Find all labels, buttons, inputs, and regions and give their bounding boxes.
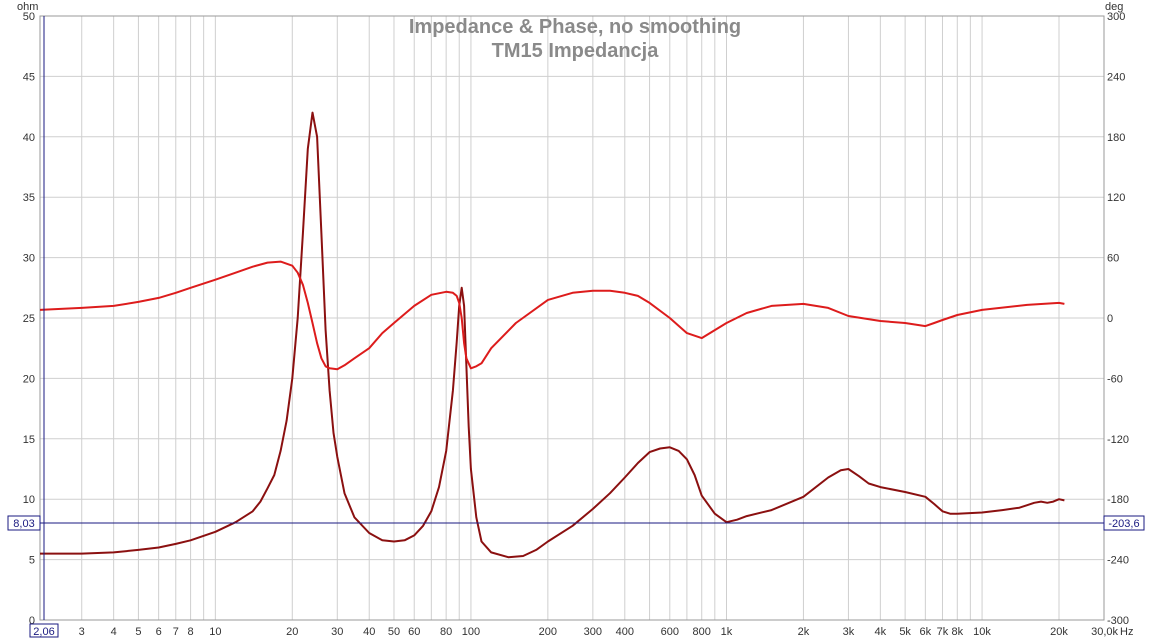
x-unit: Hz bbox=[1120, 626, 1133, 638]
x-tick-label: 4k bbox=[875, 626, 887, 638]
y-right-tick-label: 300 bbox=[1107, 11, 1125, 23]
x-tick-label: 6 bbox=[156, 626, 162, 638]
y-right-tick-label: 60 bbox=[1107, 253, 1119, 265]
tick-labels: 05101520253035404550-300-240-180-120-600… bbox=[23, 11, 1129, 638]
y-left-tick-label: 10 bbox=[23, 494, 35, 506]
x-tick-label: 5 bbox=[135, 626, 141, 638]
x-tick-label: 50 bbox=[388, 626, 400, 638]
x-tick-label: 60 bbox=[408, 626, 420, 638]
x-tick-label: 80 bbox=[440, 626, 452, 638]
y-right-tick-label: 180 bbox=[1107, 132, 1125, 144]
x-tick-label: 30,0k bbox=[1091, 626, 1118, 638]
x-tick-label: 40 bbox=[363, 626, 375, 638]
y-left-tick-label: 50 bbox=[23, 11, 35, 23]
cursor-right-value: -203,6 bbox=[1108, 518, 1139, 530]
y-left-tick-label: 35 bbox=[23, 192, 35, 204]
impedance-line bbox=[40, 111, 1065, 559]
series bbox=[39, 111, 1065, 559]
y-left-tick-label: 45 bbox=[23, 71, 35, 83]
x-tick-label: 2,06 bbox=[33, 626, 54, 638]
y-left-tick-label: 5 bbox=[29, 555, 35, 567]
plot-frame bbox=[39, 15, 1105, 621]
y-right-tick-label: 0 bbox=[1107, 313, 1113, 325]
grid bbox=[40, 16, 1104, 620]
x-tick-label: 2k bbox=[798, 626, 810, 638]
y-right-tick-label: -180 bbox=[1107, 494, 1129, 506]
x-tick-label: 4 bbox=[111, 626, 117, 638]
y-right-unit: deg bbox=[1105, 1, 1123, 13]
y-left-tick-label: 20 bbox=[23, 373, 35, 385]
x-tick-label: 400 bbox=[616, 626, 634, 638]
y-right-tick-label: -60 bbox=[1107, 373, 1123, 385]
x-tick-label: 100 bbox=[462, 626, 480, 638]
cursor-left-value: 8,03 bbox=[13, 518, 34, 530]
x-tick-label: 8 bbox=[188, 626, 194, 638]
x-tick-label: 7 bbox=[173, 626, 179, 638]
x-tick-label: 600 bbox=[661, 626, 679, 638]
x-tick-label: 5k bbox=[899, 626, 911, 638]
x-tick-label: 7k bbox=[937, 626, 949, 638]
x-tick-label: 20k bbox=[1050, 626, 1068, 638]
y-right-tick-label: 240 bbox=[1107, 71, 1125, 83]
chart-subtitle: TM15 Impedancja bbox=[492, 40, 660, 62]
y-right-tick-label: 120 bbox=[1107, 192, 1125, 204]
x-tick-label: 6k bbox=[920, 626, 932, 638]
y-right-tick-label: -240 bbox=[1107, 555, 1129, 567]
cursor[interactable]: 8,03 -203,6 bbox=[7, 16, 1145, 620]
x-tick-label: 8k bbox=[951, 626, 963, 638]
x-tick-label: 300 bbox=[584, 626, 602, 638]
x-tick-label: 800 bbox=[693, 626, 711, 638]
x-tick-label: 30 bbox=[331, 626, 343, 638]
x-tick-label: 3k bbox=[843, 626, 855, 638]
x-tick-label: 200 bbox=[539, 626, 557, 638]
x-tick-label: 20 bbox=[286, 626, 298, 638]
y-right-tick-label: -120 bbox=[1107, 434, 1129, 446]
x-tick-label: 10 bbox=[209, 626, 221, 638]
y-left-tick-label: 15 bbox=[23, 434, 35, 446]
phase-line bbox=[39, 260, 1065, 371]
x-tick-label: 10k bbox=[973, 626, 991, 638]
chart-title: Impedance & Phase, no smoothing bbox=[409, 16, 741, 38]
y-left-tick-label: 25 bbox=[23, 313, 35, 325]
y-left-unit: ohm bbox=[17, 1, 38, 13]
cursor-left-readout: 8,03 bbox=[7, 515, 41, 531]
y-right-tick-label: -300 bbox=[1107, 615, 1129, 627]
y-left-tick-label: 0 bbox=[29, 615, 35, 627]
x-tick-label: 3 bbox=[79, 626, 85, 638]
x-start-readout: 2,06 bbox=[29, 623, 59, 638]
y-left-tick-label: 30 bbox=[23, 253, 35, 265]
cursor-right-readout: -203,6 bbox=[1103, 515, 1145, 531]
y-left-tick-label: 40 bbox=[23, 132, 35, 144]
x-tick-label: 1k bbox=[721, 626, 733, 638]
